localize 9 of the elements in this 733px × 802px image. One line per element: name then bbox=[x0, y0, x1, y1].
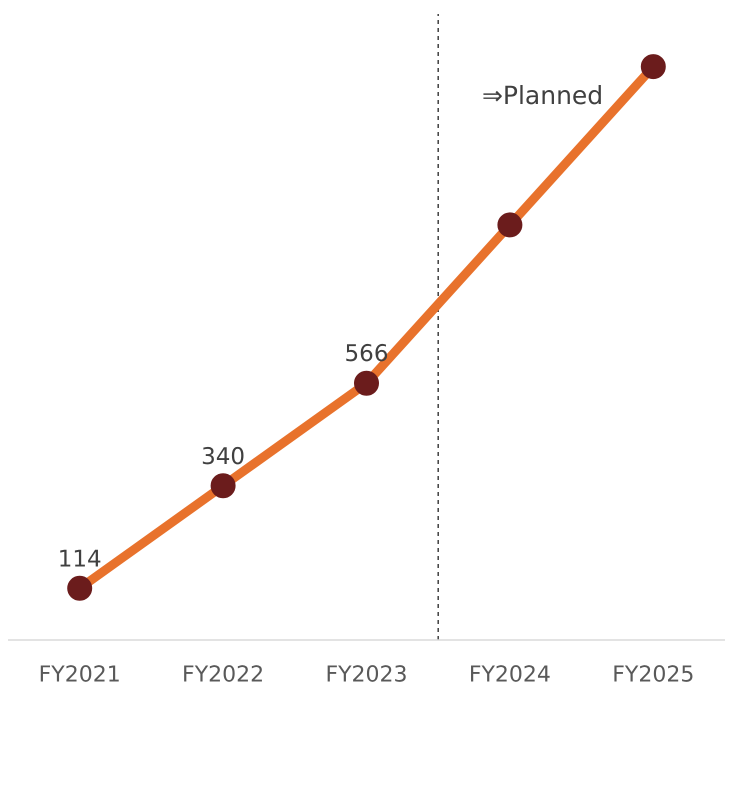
data-label: 566 bbox=[344, 341, 388, 368]
x-tick-label: FY2025 bbox=[612, 662, 694, 688]
x-tick-label: FY2021 bbox=[38, 662, 121, 688]
data-label: 340 bbox=[201, 444, 246, 470]
annotation: ⇒Planned bbox=[482, 80, 604, 110]
x-tick-label: FY2022 bbox=[182, 662, 264, 688]
x-tick-label: FY2024 bbox=[468, 662, 551, 688]
data-label: 114 bbox=[58, 546, 102, 572]
x-tick-label: FY2023 bbox=[325, 662, 408, 688]
